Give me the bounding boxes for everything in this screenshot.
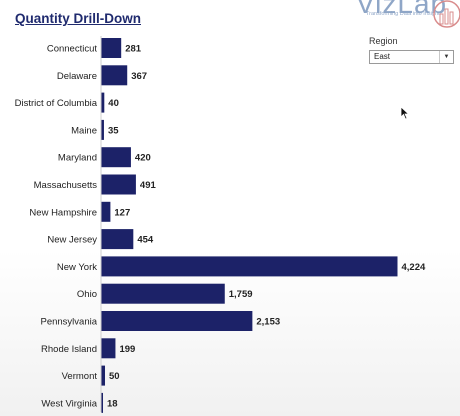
bar-ohio[interactable] <box>101 283 225 304</box>
category-label: New Jersey <box>47 235 97 246</box>
bar-value-label: 1,759 <box>229 289 253 300</box>
bar-district-of-columbia[interactable] <box>101 92 105 113</box>
bar-value-label: 454 <box>137 235 154 246</box>
bar-west-virginia[interactable] <box>101 392 104 413</box>
bar-massachusetts[interactable] <box>101 174 136 195</box>
category-label: Ohio <box>77 289 97 300</box>
bar-delaware[interactable] <box>101 65 128 86</box>
bar-value-label: 2,153 <box>256 317 280 328</box>
bar-pennsylvania[interactable] <box>101 311 253 331</box>
bar-maryland[interactable] <box>101 147 131 168</box>
category-label: Delaware <box>57 71 97 82</box>
category-label: Maryland <box>58 153 97 164</box>
region-filter-dropdown[interactable]: East ▼ <box>369 50 454 64</box>
category-label: Maine <box>71 125 97 136</box>
category-label: West Virginia <box>41 398 97 409</box>
bar-new-hampshire[interactable] <box>101 201 111 222</box>
category-label: New Hampshire <box>29 207 97 218</box>
bar-value-label: 199 <box>119 344 135 355</box>
bar-value-label: 281 <box>125 44 142 55</box>
bar-chart-logo-icon <box>433 0 460 28</box>
bar-value-label: 127 <box>114 207 130 218</box>
bar-value-label: 4,224 <box>402 262 426 273</box>
region-filter-value: East <box>374 52 391 61</box>
logo-wordmark: VizLab <box>356 0 448 19</box>
bar-value-label: 50 <box>109 371 120 382</box>
vizlab-logo: VizLab Transforming Data into Insight <box>356 0 460 30</box>
category-label: Rhode Island <box>41 344 97 355</box>
chevron-down-icon[interactable]: ▼ <box>439 51 453 63</box>
bar-value-label: 367 <box>131 71 147 82</box>
bar-connecticut[interactable] <box>101 38 122 58</box>
bar-new-jersey[interactable] <box>101 229 134 250</box>
chart-title: Quantity Drill-Down <box>15 11 141 26</box>
bar-maine[interactable] <box>101 119 104 140</box>
bar-value-label: 35 <box>108 125 119 136</box>
category-label: Vermont <box>62 371 98 382</box>
bar-value-label: 18 <box>107 398 118 409</box>
logo-tagline: Transforming Data into Insight <box>366 11 440 17</box>
category-label: New York <box>57 262 97 273</box>
category-label: Massachusetts <box>34 180 98 191</box>
bar-new-york[interactable] <box>101 256 398 277</box>
bar-rhode-island[interactable] <box>101 338 116 359</box>
region-filter-label: Region <box>369 36 398 46</box>
bar-value-label: 40 <box>108 98 119 109</box>
bar-value-label: 420 <box>135 153 151 164</box>
category-label: Pennsylvania <box>40 317 97 328</box>
mouse-pointer-icon <box>400 106 410 120</box>
bar-value-label: 491 <box>140 180 157 191</box>
category-label: Connecticut <box>47 44 98 55</box>
bar-vermont[interactable] <box>101 365 106 386</box>
category-label: District of Columbia <box>15 98 98 109</box>
